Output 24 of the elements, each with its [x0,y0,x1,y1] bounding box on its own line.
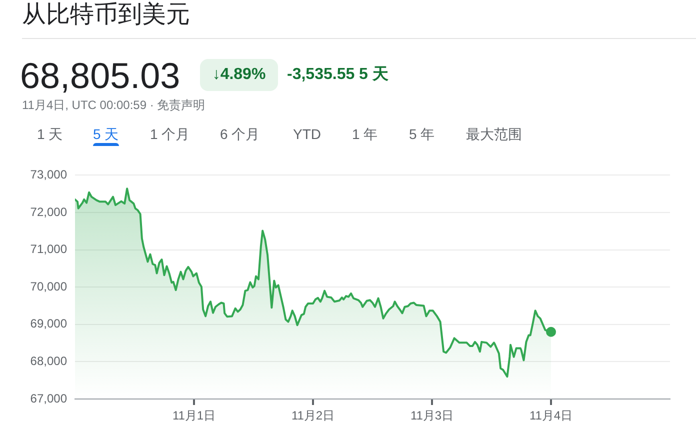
y-tick-label: 69,000 [30,316,68,331]
x-tick-label: 11月3日 [410,408,454,423]
text: 6 个月 [220,126,260,142]
x-tick-label: 11月2日 [291,408,335,423]
text: -3,535.55 5 天 [287,65,388,85]
text: 5 年 [409,126,435,142]
text: 1 年 [352,126,378,142]
chart-title: 从比特币到美元 [22,0,190,30]
text: 11月4日, UTC 00:00:59 · 免责声明 [22,98,206,112]
y-tick-label: 68,000 [30,354,68,368]
y-tick-label: 73,000 [30,168,68,182]
text: 1 个月 [150,126,190,142]
text: 最大范围 [466,126,522,142]
text: 5 天 [93,126,119,142]
y-tick-label: 70,000 [30,279,68,294]
text: 1 天 [37,126,63,142]
text: YTD [293,126,321,142]
change-badge: ↓4.89% [200,59,278,91]
x-tick-label: 11月4日 [529,408,573,423]
y-tick-label: 72,000 [30,204,68,219]
y-tick-label: 71,000 [30,242,68,256]
y-tick-label: 67,000 [30,391,68,406]
x-tick-label: 11月1日 [172,408,216,423]
text: 68,805.03 [20,55,180,96]
